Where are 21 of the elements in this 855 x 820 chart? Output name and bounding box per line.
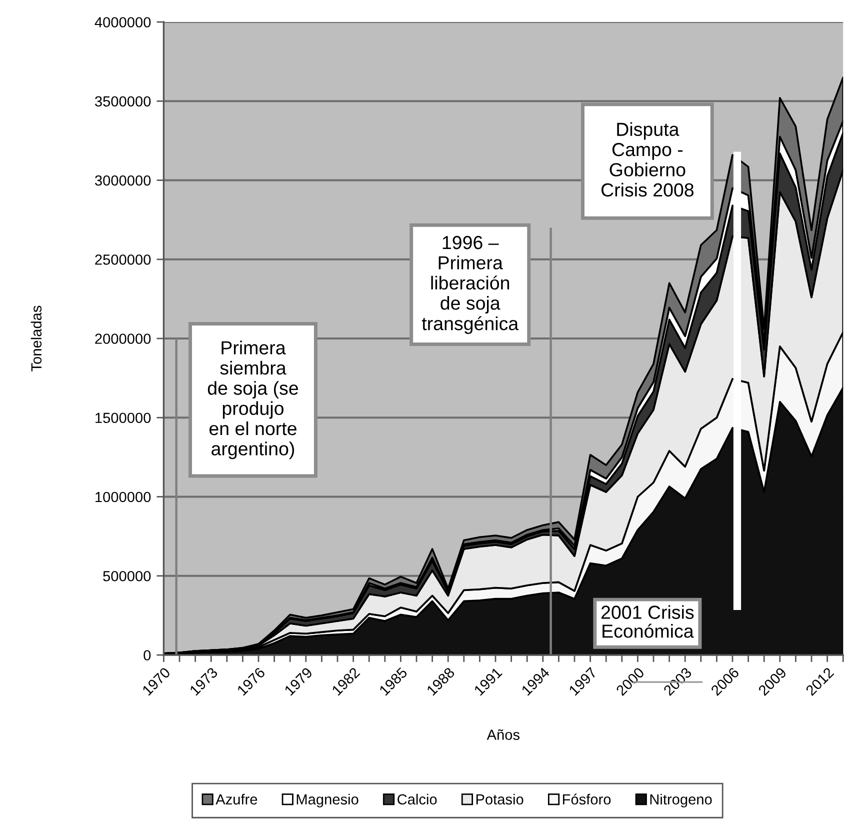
- annotation: 2001 Crisis Económica: [601, 605, 694, 638]
- legend-label: Calcio: [398, 794, 437, 805]
- y-axis-title: Toneladas: [30, 306, 42, 372]
- y-tick-label: 3000000: [94, 175, 151, 186]
- ref-line-label: 1996 – Primera liberación de soja transgénica: [422, 236, 519, 334]
- legend-label: Azufre: [216, 794, 258, 805]
- ref-line-label: Disputa Campo - Gobierno Crisis 2008: [601, 122, 694, 197]
- y-tick-label: 1000000: [96, 492, 151, 502]
- legend-label: Nitrogeno: [650, 794, 712, 808]
- y-tick-label: 2500000: [95, 254, 151, 265]
- ref-line-label: Primera siembra de soja (se produjo en el norte argentino): [208, 340, 298, 460]
- y-tick-label: 0: [144, 650, 151, 660]
- legend-label: Magnesio: [296, 794, 358, 808]
- y-tick-label: 3500000: [94, 96, 151, 107]
- x-axis-title: Años: [486, 729, 520, 740]
- legend-label: Potasio: [476, 794, 524, 805]
- y-tick-label: 500000: [103, 570, 151, 582]
- y-tick-label: 1500000: [96, 412, 151, 424]
- legend-label: Fósforo: [562, 794, 611, 805]
- y-tick-label: 4000000: [94, 17, 151, 28]
- y-tick-label: 2000000: [95, 334, 151, 344]
